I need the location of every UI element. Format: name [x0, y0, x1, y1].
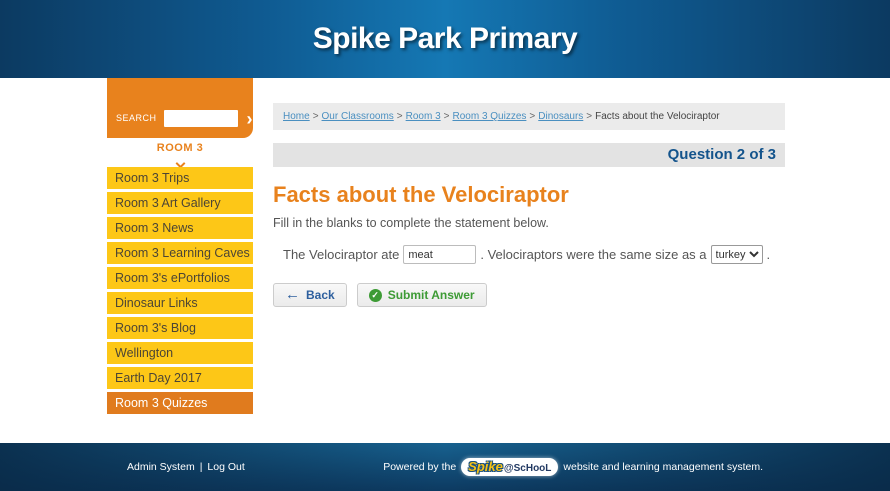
- breadcrumb-separator: >: [586, 111, 593, 122]
- powered-prefix: Powered by the: [383, 461, 457, 473]
- statement-part3: .: [766, 247, 771, 262]
- sidebar-item[interactable]: Earth Day 2017: [107, 367, 253, 389]
- powered-by: Powered by the Spike @ScHooL website and …: [383, 458, 763, 476]
- breadcrumb: Home > Our Classrooms > Room 3 > Room 3 Quizze…: [273, 103, 785, 130]
- blank2-select[interactable]: turkey: [710, 245, 763, 264]
- breadcrumb-current: Facts about the Velociraptor: [595, 111, 720, 122]
- statement-part1: The Velociraptor ate: [283, 247, 400, 262]
- submit-button-label: Submit Answer: [387, 288, 475, 302]
- breadcrumb-separator: >: [312, 111, 319, 122]
- question-progress-bar: Question 2 of 3: [273, 143, 785, 167]
- site-title: Spike Park Primary: [312, 22, 578, 55]
- sidebar-item[interactable]: Room 3 Learning Caves: [107, 242, 253, 264]
- sidebar-search: SEARCH ›: [107, 78, 253, 138]
- search-input[interactable]: [163, 110, 238, 127]
- site-header: Spike Park Primary: [0, 0, 890, 78]
- sidebar-menu: Room 3 Trips Room 3 Art Gallery Room 3 New…: [107, 167, 253, 417]
- spike-at-school-logo[interactable]: Spike @ScHooL: [461, 458, 559, 476]
- sidebar-section-title: ROOM 3: [156, 142, 204, 154]
- sidebar-item[interactable]: Room 3 News: [107, 217, 253, 239]
- breadcrumb-link[interactable]: Room 3 Quizzes: [452, 111, 527, 122]
- search-label: SEARCH: [116, 113, 157, 123]
- question-progress-label: Question 2 of 3: [667, 146, 776, 163]
- search-submit-button[interactable]: ›: [246, 109, 253, 129]
- sidebar-section-header[interactable]: ROOM 3: [107, 142, 253, 172]
- breadcrumb-separator: >: [396, 111, 403, 122]
- breadcrumb-separator: >: [529, 111, 536, 122]
- instructions-text: Fill in the blanks to complete the state…: [273, 216, 549, 230]
- breadcrumb-separator: >: [443, 111, 450, 122]
- site-footer: Admin System | Log Out Powered by the Spik…: [0, 443, 890, 491]
- breadcrumb-link[interactable]: Home: [283, 111, 310, 122]
- back-button[interactable]: ← Back: [273, 283, 347, 307]
- check-icon: ✓: [368, 288, 382, 302]
- submit-answer-button[interactable]: ✓ Submit Answer: [356, 283, 487, 307]
- button-row: ← Back ✓ Submit Answer: [273, 283, 785, 307]
- blank1-input[interactable]: [403, 245, 477, 264]
- footer-admin-links: Admin System | Log Out: [127, 461, 245, 473]
- admin-system-link[interactable]: Admin System: [127, 461, 195, 473]
- back-button-label: Back: [306, 288, 335, 302]
- fill-blank-statement: The Velociraptor ate . Velociraptors wer…: [273, 245, 785, 264]
- log-out-link[interactable]: Log Out: [207, 461, 245, 473]
- sidebar-item[interactable]: Room 3's ePortfolios: [107, 267, 253, 289]
- back-arrow-icon: ←: [285, 286, 300, 303]
- sidebar-item[interactable]: Room 3's Blog: [107, 317, 253, 339]
- powered-suffix: website and learning management system.: [563, 461, 763, 473]
- sidebar-item[interactable]: Wellington: [107, 342, 253, 364]
- page-title: Facts about the Velociraptor: [273, 182, 569, 207]
- sidebar-item[interactable]: Room 3 Trips: [107, 167, 253, 189]
- footer-divider: |: [199, 461, 203, 473]
- breadcrumb-link[interactable]: Our Classrooms: [321, 111, 394, 122]
- sidebar-item[interactable]: Room 3 Art Gallery: [107, 192, 253, 214]
- breadcrumb-link[interactable]: Room 3: [405, 111, 441, 122]
- logo-spike-text: Spike: [468, 459, 503, 474]
- breadcrumb-link[interactable]: Dinosaurs: [538, 111, 584, 122]
- logo-school-text: @ScHooL: [503, 463, 552, 474]
- sidebar-item[interactable]: Room 3 Quizzes: [107, 392, 253, 414]
- main-content: Home > Our Classrooms > Room 3 > Room 3 Quizze…: [273, 96, 785, 307]
- statement-part2: . Velociraptors were the same size as a: [480, 247, 707, 262]
- sidebar-item[interactable]: Dinosaur Links: [107, 292, 253, 314]
